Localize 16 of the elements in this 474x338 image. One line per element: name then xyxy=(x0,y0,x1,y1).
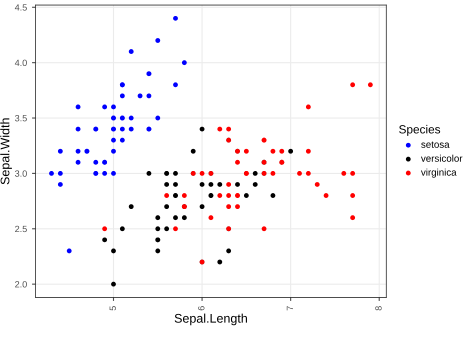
y-tick-label: 3.0 xyxy=(15,170,27,177)
legend-label: versicolor xyxy=(420,154,462,162)
y-tick-label: 2.0 xyxy=(15,281,27,288)
x-axis-title: Sepal.Length xyxy=(174,314,247,326)
x-tick-label: 6 xyxy=(198,306,204,310)
x-tick-label: 5 xyxy=(110,306,116,310)
legend-label: setosa xyxy=(421,141,450,148)
y-tick-label: 4.5 xyxy=(14,4,27,11)
y-tick-label: 4.0 xyxy=(14,60,27,66)
y-tick-label: 2.5 xyxy=(15,226,27,232)
x-tick-label: 7 xyxy=(286,306,293,310)
legend-title: Species xyxy=(399,124,440,136)
x-tick-label: 8 xyxy=(375,306,382,310)
legend-label: virginica xyxy=(420,168,457,178)
y-axis-title: Sepal.Width xyxy=(0,118,12,184)
y-tick-label: 3.5 xyxy=(15,115,27,122)
